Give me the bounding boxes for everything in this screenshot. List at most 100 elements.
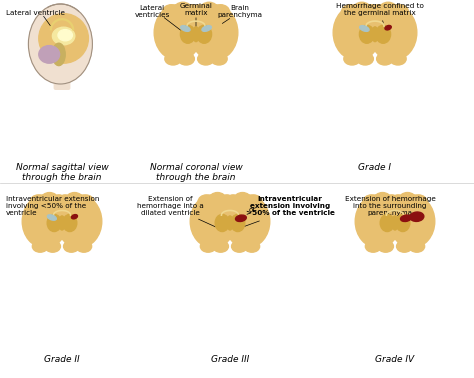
Text: Grade III: Grade III bbox=[211, 355, 249, 364]
Ellipse shape bbox=[59, 216, 65, 230]
Ellipse shape bbox=[359, 25, 374, 43]
Ellipse shape bbox=[200, 2, 218, 17]
Ellipse shape bbox=[365, 240, 381, 252]
Ellipse shape bbox=[39, 46, 60, 63]
Ellipse shape bbox=[77, 195, 94, 209]
Text: or: or bbox=[248, 207, 255, 213]
Ellipse shape bbox=[333, 5, 381, 60]
Ellipse shape bbox=[190, 195, 236, 248]
Ellipse shape bbox=[236, 215, 246, 222]
Ellipse shape bbox=[385, 195, 399, 208]
Ellipse shape bbox=[360, 26, 369, 31]
Ellipse shape bbox=[45, 240, 61, 252]
Ellipse shape bbox=[58, 195, 72, 208]
Ellipse shape bbox=[353, 2, 371, 17]
Ellipse shape bbox=[174, 2, 192, 17]
Ellipse shape bbox=[41, 192, 58, 207]
Ellipse shape bbox=[220, 195, 234, 208]
Ellipse shape bbox=[390, 195, 435, 248]
Text: Lateral ventricle: Lateral ventricle bbox=[6, 10, 65, 16]
Ellipse shape bbox=[181, 26, 190, 31]
Ellipse shape bbox=[181, 25, 195, 43]
Text: Brain
parenchyma: Brain parenchyma bbox=[218, 5, 263, 18]
Ellipse shape bbox=[371, 5, 386, 18]
Ellipse shape bbox=[198, 53, 214, 65]
Ellipse shape bbox=[369, 5, 417, 60]
Ellipse shape bbox=[379, 2, 397, 17]
Ellipse shape bbox=[410, 195, 427, 209]
Ellipse shape bbox=[378, 240, 393, 252]
Ellipse shape bbox=[211, 53, 227, 65]
Ellipse shape bbox=[30, 195, 47, 209]
Ellipse shape bbox=[47, 215, 56, 220]
Text: Extension of hemorrhage
into the surrounding
parenchyma: Extension of hemorrhage into the surroun… bbox=[345, 196, 436, 216]
Text: Normal sagittal view
through the brain: Normal sagittal view through the brain bbox=[16, 163, 109, 183]
Ellipse shape bbox=[377, 53, 393, 65]
Ellipse shape bbox=[47, 214, 61, 232]
Ellipse shape bbox=[344, 53, 360, 65]
Ellipse shape bbox=[401, 215, 411, 222]
Ellipse shape bbox=[234, 192, 251, 207]
Ellipse shape bbox=[193, 27, 199, 42]
Ellipse shape bbox=[231, 214, 245, 232]
Ellipse shape bbox=[198, 195, 215, 209]
Ellipse shape bbox=[76, 240, 91, 252]
Ellipse shape bbox=[165, 53, 181, 65]
Ellipse shape bbox=[399, 192, 416, 207]
Text: Grade IV: Grade IV bbox=[375, 355, 415, 364]
Ellipse shape bbox=[202, 26, 211, 31]
Ellipse shape bbox=[211, 5, 229, 20]
Text: Intraventricular extension
involving <50% of the
ventricle: Intraventricular extension involving <50… bbox=[6, 196, 100, 216]
Text: Intraventricular
extension involving
>50% of the ventricle: Intraventricular extension involving >50… bbox=[246, 196, 335, 216]
Ellipse shape bbox=[163, 5, 181, 20]
FancyBboxPatch shape bbox=[54, 76, 71, 90]
Ellipse shape bbox=[363, 195, 380, 209]
Text: Normal coronal view
through the brain: Normal coronal view through the brain bbox=[150, 163, 242, 183]
Ellipse shape bbox=[391, 5, 409, 20]
Ellipse shape bbox=[385, 25, 391, 30]
Ellipse shape bbox=[154, 5, 202, 60]
Ellipse shape bbox=[178, 53, 194, 65]
Ellipse shape bbox=[341, 5, 359, 20]
Ellipse shape bbox=[392, 216, 398, 230]
Ellipse shape bbox=[225, 195, 270, 248]
Ellipse shape bbox=[22, 195, 67, 248]
Ellipse shape bbox=[365, 5, 379, 18]
Text: Hemorrhage confined to
the germinal matrix: Hemorrhage confined to the germinal matr… bbox=[336, 3, 424, 16]
Ellipse shape bbox=[226, 195, 240, 208]
Ellipse shape bbox=[409, 240, 425, 252]
Ellipse shape bbox=[53, 43, 65, 66]
Ellipse shape bbox=[52, 195, 66, 208]
Ellipse shape bbox=[64, 240, 79, 252]
Ellipse shape bbox=[232, 240, 247, 252]
Ellipse shape bbox=[372, 27, 378, 42]
Ellipse shape bbox=[58, 29, 73, 41]
Ellipse shape bbox=[355, 195, 401, 248]
Text: Grade I: Grade I bbox=[358, 163, 392, 172]
Ellipse shape bbox=[197, 25, 211, 43]
Text: Grade II: Grade II bbox=[44, 355, 80, 364]
Ellipse shape bbox=[32, 240, 48, 252]
Ellipse shape bbox=[245, 195, 262, 209]
Ellipse shape bbox=[227, 216, 233, 230]
Ellipse shape bbox=[28, 4, 92, 84]
Ellipse shape bbox=[185, 5, 200, 18]
Ellipse shape bbox=[374, 192, 391, 207]
Ellipse shape bbox=[53, 27, 75, 45]
Ellipse shape bbox=[201, 240, 216, 252]
Ellipse shape bbox=[391, 195, 405, 208]
Ellipse shape bbox=[190, 5, 238, 60]
Ellipse shape bbox=[357, 53, 374, 65]
Ellipse shape bbox=[410, 212, 424, 222]
Polygon shape bbox=[83, 40, 91, 53]
Ellipse shape bbox=[390, 53, 406, 65]
Ellipse shape bbox=[39, 14, 88, 63]
Text: Extension of
hemorrhage into a
dilated ventricle: Extension of hemorrhage into a dilated v… bbox=[137, 196, 203, 216]
Ellipse shape bbox=[244, 240, 260, 252]
Ellipse shape bbox=[215, 214, 229, 232]
Ellipse shape bbox=[376, 25, 391, 43]
Ellipse shape bbox=[63, 214, 77, 232]
Ellipse shape bbox=[397, 240, 412, 252]
Ellipse shape bbox=[380, 214, 394, 232]
Text: Germinal
matrix: Germinal matrix bbox=[180, 3, 212, 16]
